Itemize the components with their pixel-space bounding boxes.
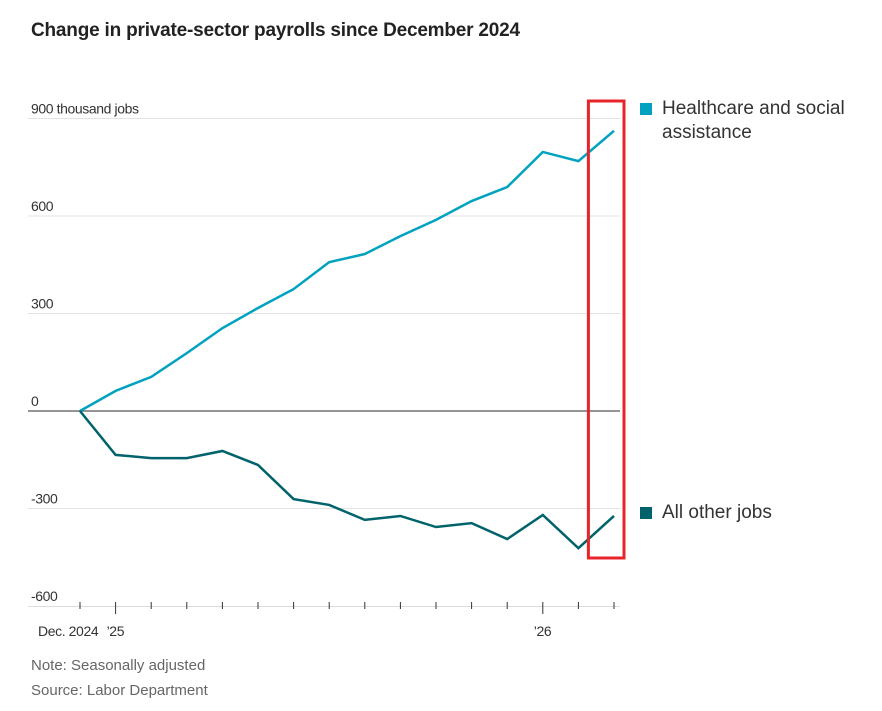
y-tick-label: 900 thousand jobs xyxy=(31,101,139,117)
chart-title: Change in private-sector payrolls since … xyxy=(31,20,520,41)
series-line-other xyxy=(79,410,615,550)
y-tick-label: 600 xyxy=(31,198,54,214)
legend-swatch-healthcare xyxy=(640,103,652,115)
series-line-healthcare xyxy=(79,129,615,413)
x-tick-label: ’25 xyxy=(107,623,125,639)
y-tick-label: 300 xyxy=(31,296,54,312)
x-tick-label: Dec. 2024 xyxy=(38,623,99,639)
legend-swatch-other xyxy=(640,507,652,519)
legend-label-healthcare: Healthcare and social assistance xyxy=(662,98,845,143)
note-text: Note: Seasonally adjusted xyxy=(31,657,206,674)
y-tick-label: 0 xyxy=(31,393,39,409)
y-tick-label: -300 xyxy=(31,491,58,507)
legend-label-other: All other jobs xyxy=(662,502,772,523)
source-text: Source: Labor Department xyxy=(31,682,208,699)
x-tick-label: ’26 xyxy=(534,623,552,639)
y-tick-label: -600 xyxy=(31,588,58,604)
highlight-box xyxy=(586,99,626,560)
